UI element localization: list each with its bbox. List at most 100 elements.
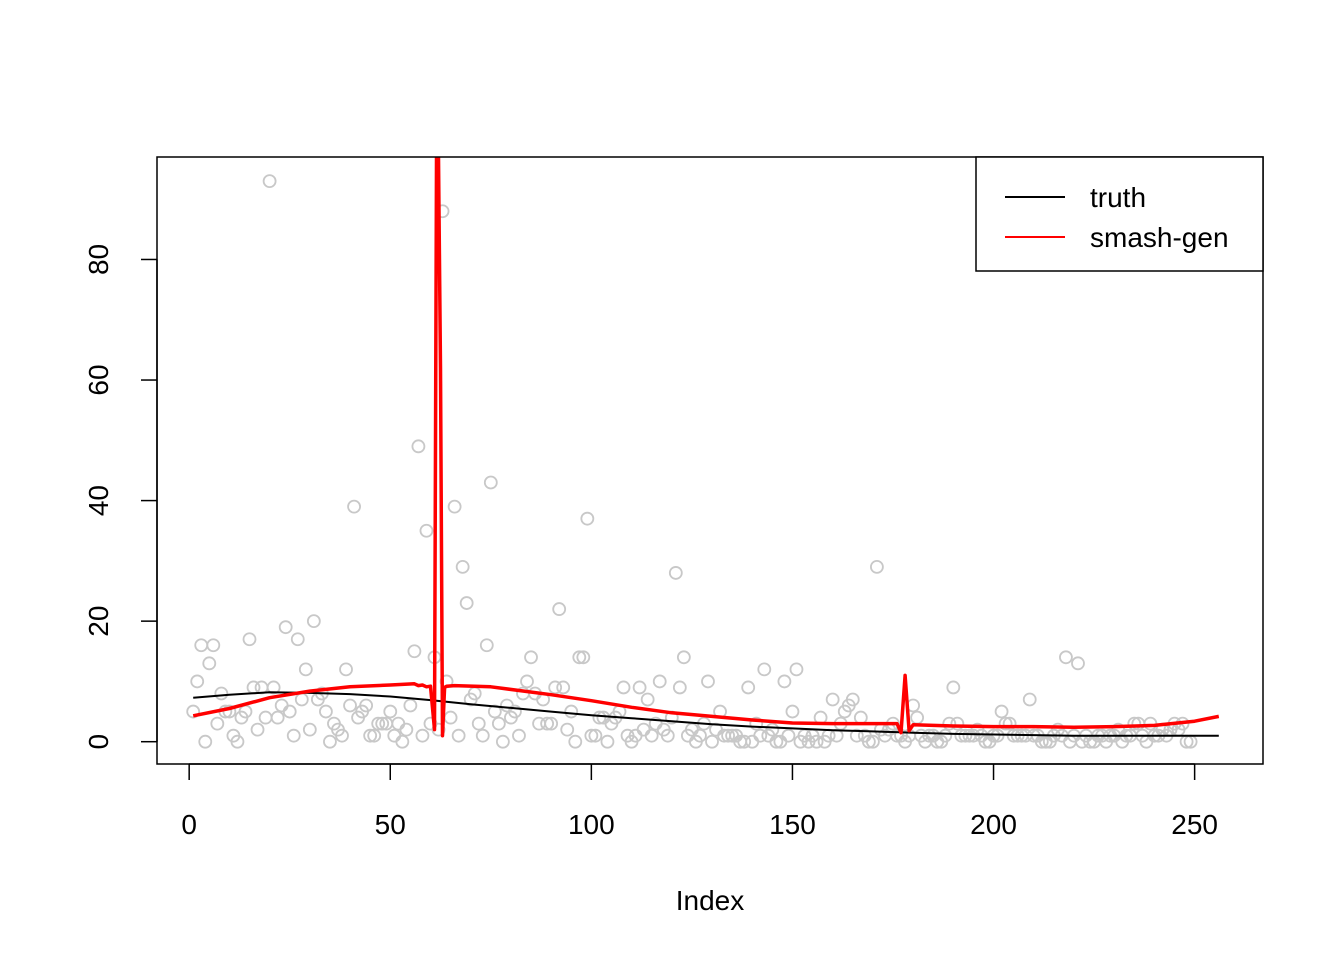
data-point [789,662,804,677]
data-point [853,710,868,725]
data-point [479,638,494,653]
data-point [214,686,229,701]
data-point [701,674,715,689]
data-point [785,704,800,719]
data-point [672,680,687,695]
data-point [475,728,490,743]
data-point [825,692,840,707]
data-point [660,728,675,743]
data-point [520,674,534,689]
data-point [431,722,446,737]
data-point [250,722,265,737]
data-point [693,728,707,743]
data-point [652,674,667,689]
data-point [391,716,406,731]
data-point [781,728,796,743]
data-point [499,698,514,713]
data-point [347,499,361,514]
data-point [186,704,201,719]
data-point [769,734,784,749]
data-point [592,710,607,725]
data-point [572,650,587,665]
data-point [371,716,386,731]
data-point [668,566,683,580]
data-point [194,638,209,653]
y-tick-label: 60 [83,364,114,395]
data-point [950,716,965,731]
data-point [375,716,390,731]
legend-box [975,156,1264,272]
data-point [580,511,595,526]
data-point [459,596,474,610]
data-point [274,698,289,713]
data-point [946,680,961,695]
data-point [942,716,957,731]
data-point [757,662,772,677]
x-axis: 0 50 100 150 200 250 [181,763,1218,840]
data-point [190,674,205,689]
data-point [270,710,285,725]
data-point [407,644,422,659]
data-point [705,734,719,749]
data-point [845,692,860,707]
data-point [302,722,317,737]
data-point [206,638,221,653]
data-point [278,620,293,635]
data-point [616,680,631,695]
x-tick-label: 0 [181,809,197,840]
data-point [552,602,567,616]
data-point [998,716,1013,731]
data-point [870,559,884,574]
data-point [198,734,213,749]
data-point [419,523,434,538]
data-point [447,499,462,514]
data-point [986,728,1001,743]
x-tick-label: 150 [769,809,816,840]
data-point [512,728,526,743]
x-axis-label: Index [676,885,745,916]
data-point [753,728,768,743]
data-point [294,692,309,707]
data-point [865,734,880,749]
data-point [636,722,651,737]
data-point [210,716,225,731]
data-point [298,662,313,677]
data-point [399,722,414,737]
data-point [749,716,764,731]
data-point [994,704,1009,719]
data-point [1143,716,1158,731]
data-point [958,728,973,743]
data-point [564,704,579,719]
data-point [765,722,780,737]
data-point [568,734,583,749]
data-point [443,710,458,725]
legend-label-smash-gen: smash-gen [1090,222,1229,253]
data-point [1002,716,1017,731]
data-point [576,650,591,665]
data-point [861,734,876,749]
data-point [548,680,563,695]
data-point [286,728,301,743]
data-point [777,674,792,689]
data-point [387,728,402,743]
data-point [990,728,1005,743]
data-point [282,704,297,719]
data-point [640,692,655,707]
data-point [741,680,756,695]
series-line-smash-gen [192,157,1220,738]
data-point [508,704,522,719]
data-point [395,734,410,749]
data-point [632,680,647,695]
data-point [471,716,486,731]
data-point [403,698,418,713]
data-point [737,734,752,749]
data-point [383,704,398,719]
data-point [1059,650,1073,665]
data-point [745,734,760,749]
data-point [644,728,659,743]
data-point [367,728,382,743]
data-point [343,698,357,713]
data-point [1127,716,1142,731]
legend: truth smash-gen [975,156,1264,272]
